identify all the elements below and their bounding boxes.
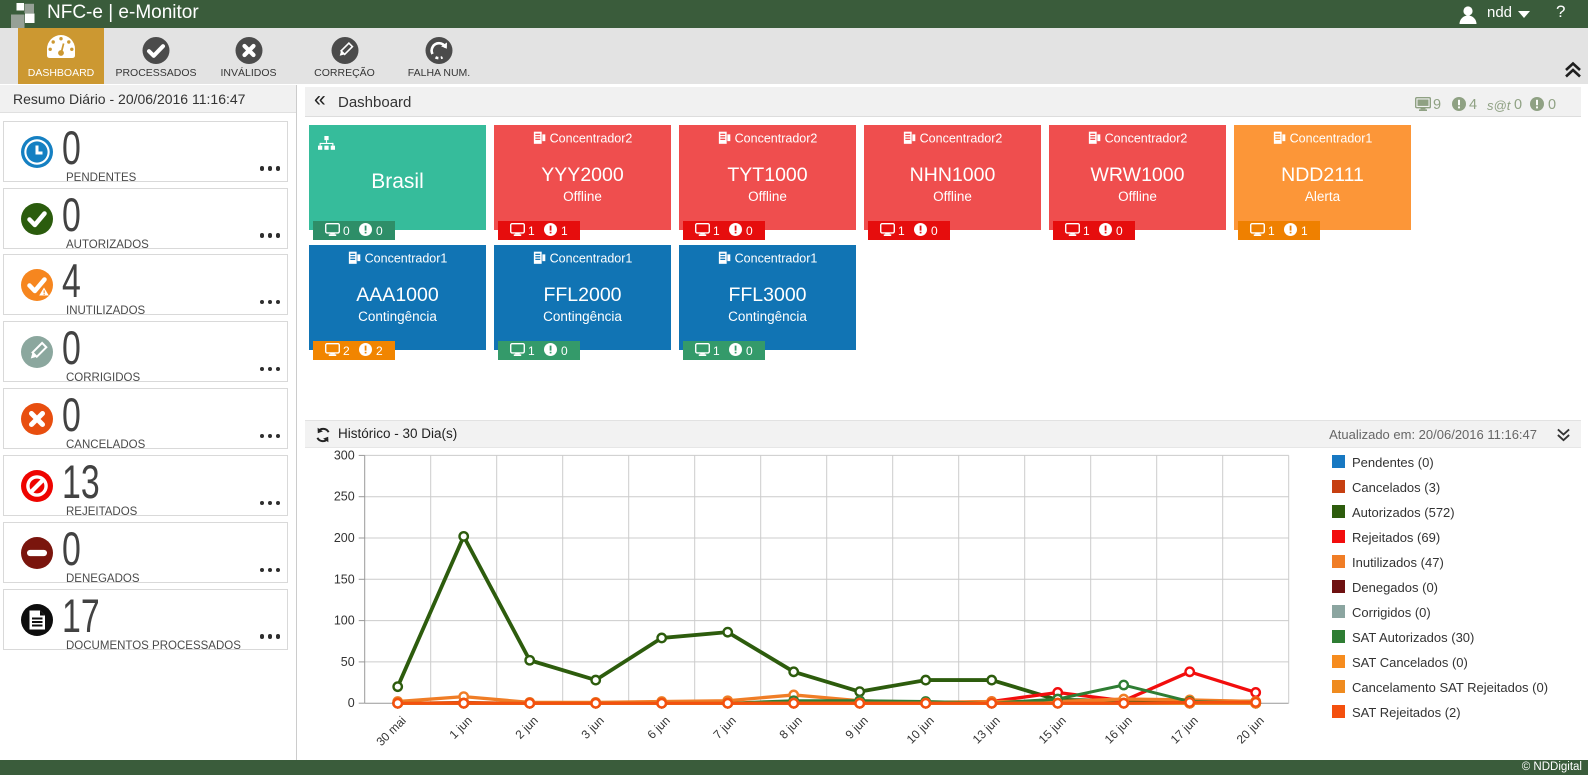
svg-text:16 jun: 16 jun <box>1102 713 1135 746</box>
svg-text:1 jun: 1 jun <box>447 713 475 741</box>
svg-text:2 jun: 2 jun <box>513 713 541 741</box>
svg-text:50: 50 <box>341 655 355 669</box>
svg-text:30 mai: 30 mai <box>373 713 408 748</box>
svg-text:250: 250 <box>334 490 355 504</box>
svg-text:17 jun: 17 jun <box>1168 713 1201 746</box>
svg-text:20 jun: 20 jun <box>1234 713 1267 746</box>
svg-text:10 jun: 10 jun <box>904 713 937 746</box>
svg-text:6 jun: 6 jun <box>645 713 673 741</box>
svg-text:8 jun: 8 jun <box>777 713 805 741</box>
svg-text:7 jun: 7 jun <box>711 713 739 741</box>
svg-text:300: 300 <box>334 448 355 462</box>
svg-text:100: 100 <box>334 614 355 628</box>
svg-text:15 jun: 15 jun <box>1036 713 1069 746</box>
svg-text:9 jun: 9 jun <box>843 713 871 741</box>
svg-text:150: 150 <box>334 572 355 586</box>
svg-text:0: 0 <box>348 696 355 710</box>
svg-text:13 jun: 13 jun <box>970 713 1003 746</box>
svg-text:3 jun: 3 jun <box>579 713 607 741</box>
svg-text:200: 200 <box>334 531 355 545</box>
